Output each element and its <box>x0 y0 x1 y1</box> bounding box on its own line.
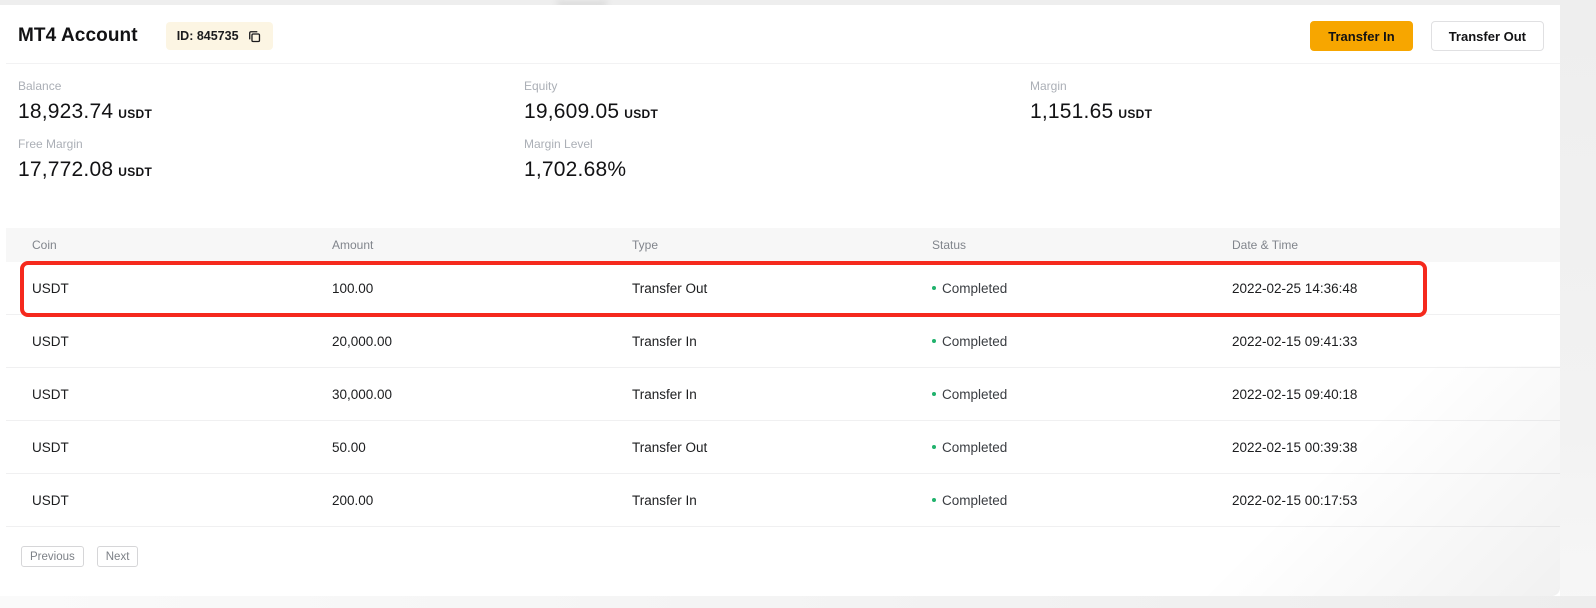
account-id-label: ID: 845735 <box>176 29 239 43</box>
header-divider <box>6 63 1560 64</box>
stat-label: Free Margin <box>18 137 83 151</box>
cell-type: Transfer In <box>632 492 697 508</box>
status-text: Completed <box>942 386 1008 402</box>
cell-status: Completed <box>932 334 1232 349</box>
header-actions: Transfer In Transfer Out <box>1310 21 1544 51</box>
status-text: Completed <box>942 439 1008 455</box>
cell-amount: 100.00 <box>332 280 374 296</box>
cell-amount: 30,000.00 <box>332 386 393 402</box>
cell-datetime: 2022-02-15 00:39:38 <box>1232 439 1358 455</box>
status-dot-green-icon <box>932 498 936 502</box>
stat-label: Margin Level <box>524 137 593 151</box>
transfer-in-button[interactable]: Transfer In <box>1310 21 1413 51</box>
cell-type: Transfer Out <box>632 280 708 296</box>
column-header-type: Type <box>632 238 659 252</box>
table-row: USDT 50.00 Transfer Out Completed 2022-0… <box>6 421 1560 474</box>
stat-unit: USDT <box>624 107 659 121</box>
cell-coin: USDT <box>32 386 69 402</box>
status-text: Completed <box>942 492 1008 508</box>
table-row: USDT 20,000.00 Transfer In Completed 202… <box>6 315 1560 368</box>
stat-value: 1,151.65 <box>1030 100 1114 123</box>
column-header-amount: Amount <box>332 238 374 252</box>
cell-type: Transfer In <box>632 333 697 349</box>
cell-amount: 20,000.00 <box>332 333 393 349</box>
cell-datetime: 2022-02-15 09:40:18 <box>1232 386 1358 402</box>
stat-value: 18,923.74 <box>18 100 114 123</box>
transfer-out-button[interactable]: Transfer Out <box>1430 21 1544 51</box>
cell-datetime: 2022-02-25 14:36:48 <box>1232 280 1358 296</box>
table-row: USDT 100.00 Transfer Out Completed 2022-… <box>6 261 1560 317</box>
cell-type: Transfer Out <box>632 439 708 455</box>
page-title: MT4 Account <box>18 25 138 46</box>
stat-free-margin: Free Margin 17,772.08 USDT <box>18 137 498 182</box>
page-right-margin <box>1560 0 1596 608</box>
cell-datetime: 2022-02-15 09:41:33 <box>1232 333 1358 349</box>
stat-unit: USDT <box>1118 107 1153 121</box>
page-bottom-margin <box>0 596 1596 608</box>
cell-type: Transfer In <box>632 386 697 402</box>
stat-balance: Balance 18,923.74 USDT <box>18 79 498 124</box>
stat-margin-level: Margin Level 1,702.68% <box>524 137 1004 182</box>
stat-unit: USDT <box>118 107 153 121</box>
status-dot-green-icon <box>932 392 936 396</box>
cell-coin: USDT <box>32 333 69 349</box>
cell-status: Completed <box>932 493 1232 508</box>
stat-equity: Equity 19,609.05 USDT <box>524 79 1004 124</box>
transfer-history-card: Coin Amount Type Status Date & Time USDT… <box>6 214 1560 596</box>
column-header-status: Status <box>932 238 967 252</box>
cell-datetime: 2022-02-15 00:17:53 <box>1232 492 1358 508</box>
status-dot-green-icon <box>932 286 936 290</box>
table-body: USDT 100.00 Transfer Out Completed 2022-… <box>6 261 1560 527</box>
copy-icon[interactable] <box>247 29 262 44</box>
status-dot-green-icon <box>932 445 936 449</box>
stat-value: 19,609.05 <box>524 100 620 123</box>
cell-coin: USDT <box>32 492 69 508</box>
previous-page-button[interactable]: Previous <box>21 546 84 567</box>
stat-label: Balance <box>18 79 62 93</box>
account-id-badge: ID: 845735 <box>165 22 273 50</box>
account-header-card: MT4 Account ID: 845735 Transfer In Trans… <box>6 5 1560 203</box>
cell-amount: 200.00 <box>332 492 374 508</box>
table-row: USDT 200.00 Transfer In Completed 2022-0… <box>6 474 1560 527</box>
stat-label: Margin <box>1030 79 1067 93</box>
stat-unit: USDT <box>118 165 153 179</box>
table-row: USDT 30,000.00 Transfer In Completed 202… <box>6 368 1560 421</box>
table-header-row: Coin Amount Type Status Date & Time <box>6 228 1560 262</box>
status-text: Completed <box>942 280 1008 296</box>
next-page-button[interactable]: Next <box>96 546 139 567</box>
cell-coin: USDT <box>32 439 69 455</box>
cell-status: Completed <box>932 281 1232 296</box>
title-row: MT4 Account ID: 845735 Transfer In Trans… <box>18 19 1544 53</box>
column-header-datetime: Date & Time <box>1232 238 1299 252</box>
cell-status: Completed <box>932 440 1232 455</box>
pagination: Previous Next <box>21 546 139 567</box>
stat-margin: Margin 1,151.65 USDT <box>1030 79 1510 124</box>
cell-coin: USDT <box>32 280 69 296</box>
status-dot-green-icon <box>932 339 936 343</box>
stat-label: Equity <box>524 79 558 93</box>
column-header-coin: Coin <box>32 238 57 252</box>
cell-status: Completed <box>932 387 1232 402</box>
stat-value: 1,702.68% <box>524 158 627 181</box>
status-text: Completed <box>942 333 1008 349</box>
stat-value: 17,772.08 <box>18 158 114 181</box>
page-top-margin <box>0 0 1596 5</box>
cell-amount: 50.00 <box>332 439 366 455</box>
